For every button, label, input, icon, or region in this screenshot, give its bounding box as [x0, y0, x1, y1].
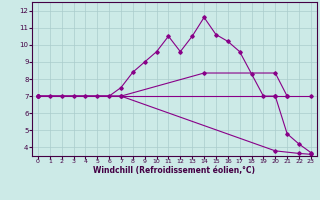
- X-axis label: Windchill (Refroidissement éolien,°C): Windchill (Refroidissement éolien,°C): [93, 166, 255, 175]
